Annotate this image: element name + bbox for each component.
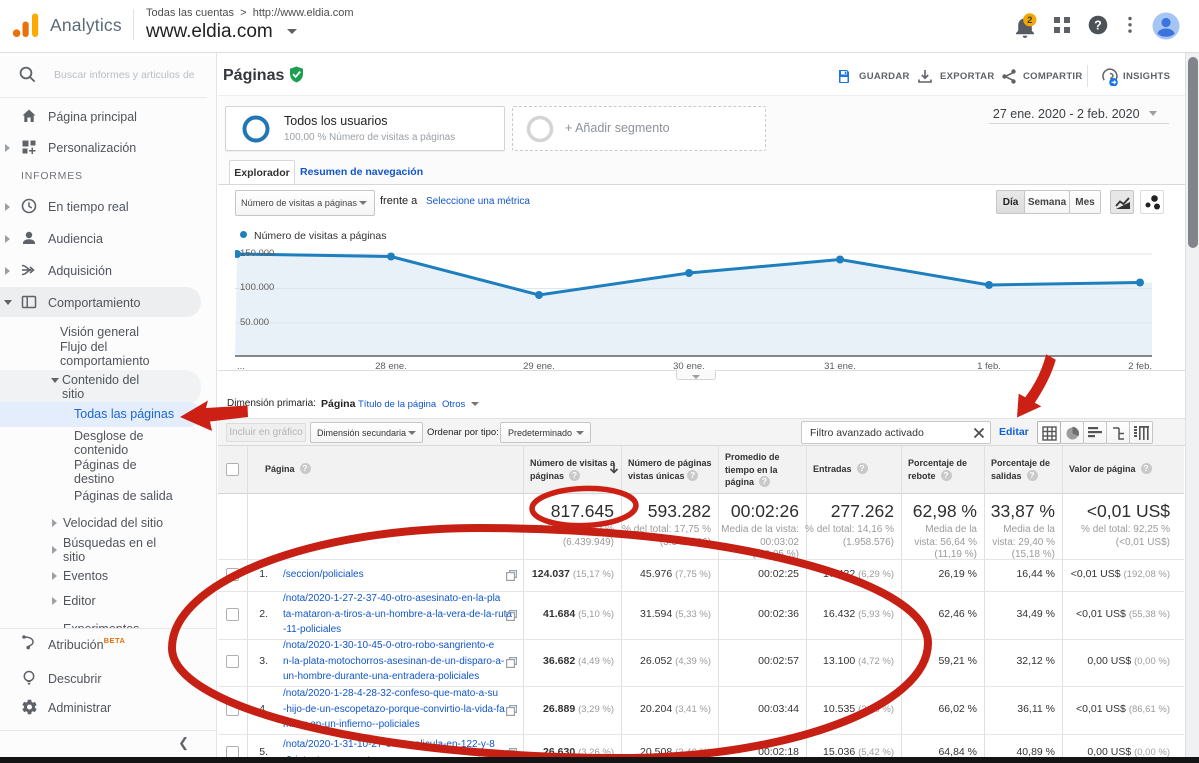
svg-text:?: ?: [1094, 18, 1102, 32]
svg-text:2: 2: [1027, 15, 1032, 26]
